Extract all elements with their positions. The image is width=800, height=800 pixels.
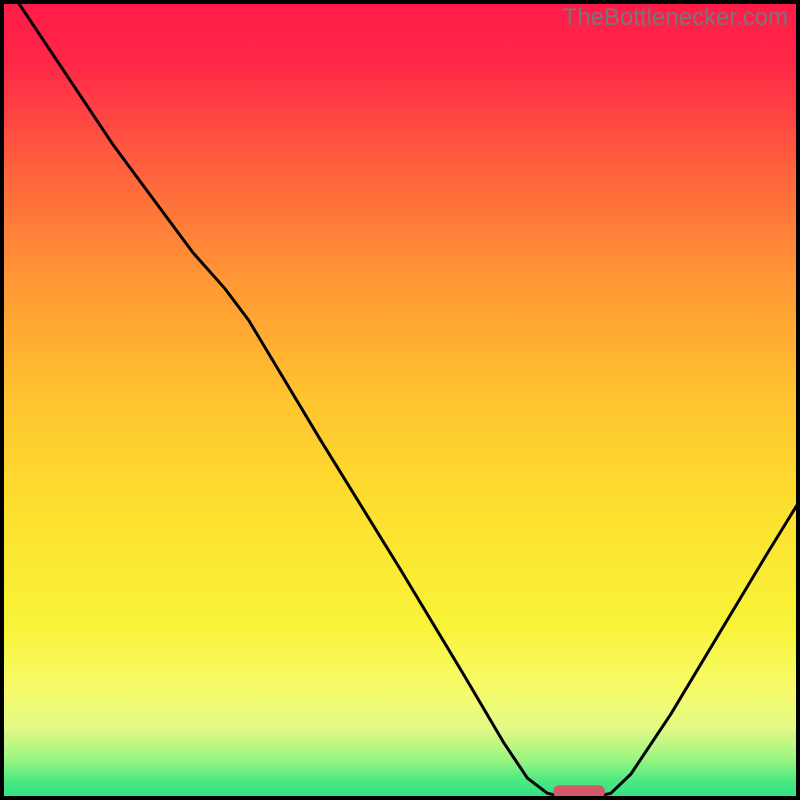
watermark-text: TheBottlenecker.com	[563, 4, 788, 32]
chart-background	[0, 0, 800, 800]
chart-svg	[0, 0, 800, 800]
chart-frame: TheBottlenecker.com	[0, 0, 800, 800]
